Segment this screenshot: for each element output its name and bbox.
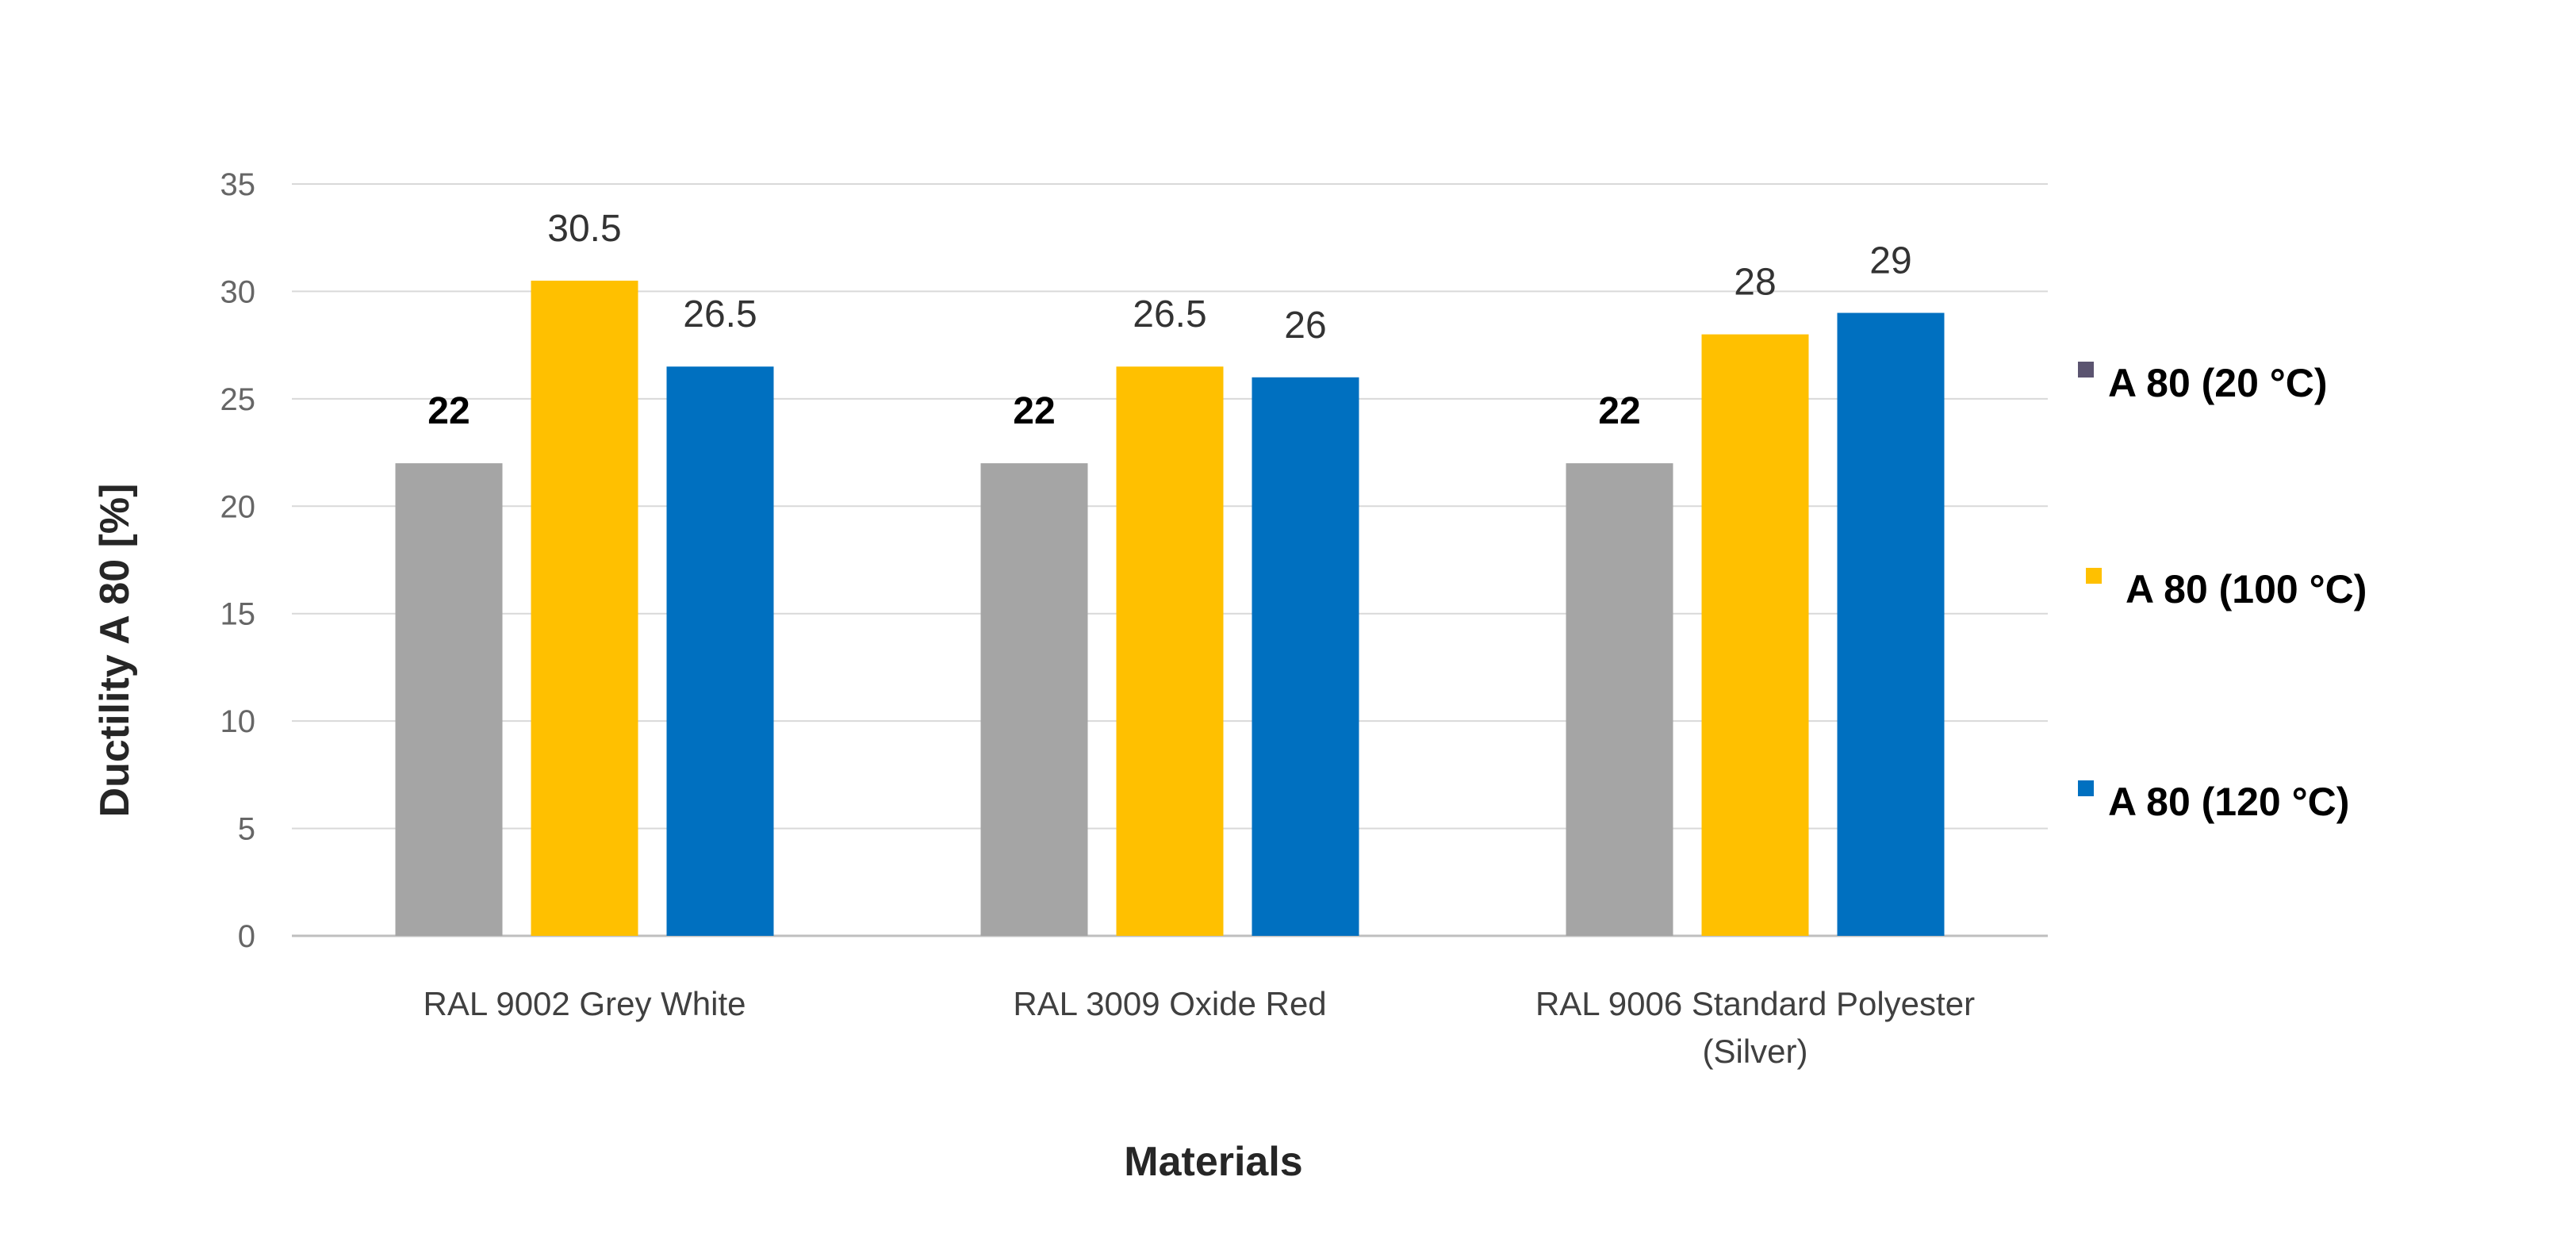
bar [980,463,1088,936]
y-axis-ticks: 0 5 10 15 20 25 30 35 [220,167,256,954]
y-axis-title: Ductility A 80 [%] [92,484,138,818]
legend-swatch [2078,780,2094,796]
legend-label: A 80 (120 °C) [2108,780,2349,824]
y-tick-label: 15 [220,597,256,632]
data-label: 26 [1284,305,1326,347]
legend: A 80 (20 °C) A 80 (100 °C) A 80 (120 °C) [2078,361,2367,824]
y-tick-label: 5 [238,812,255,847]
bar [1701,334,1809,937]
y-tick-label: 30 [220,274,256,309]
x-axis-categories: RAL 9002 Grey White RAL 3009 Oxide Red RAL… [424,985,1976,1070]
data-label: 30.5 [547,208,621,250]
legend-swatch [2078,362,2094,378]
y-tick-label: 35 [220,167,256,202]
x-axis-title: Materials [1124,1139,1302,1185]
data-labels: 22 30.5 26.5 22 26.5 26 22 28 29 [427,208,1911,432]
x-category-label: RAL 3009 Oxide Red [1013,985,1326,1022]
data-label: 22 [1598,390,1640,432]
bar [1252,377,1359,936]
bar [1116,366,1224,936]
x-category-label: RAL 9002 Grey White [424,985,746,1022]
legend-label: A 80 (20 °C) [2108,361,2328,405]
bar [1566,463,1673,936]
legend-swatch [2086,568,2102,584]
bar [666,366,774,936]
legend-label: A 80 (100 °C) [2126,567,2367,611]
bars [395,280,1945,937]
bar [395,463,503,936]
y-tick-label: 20 [220,489,256,524]
y-tick-label: 10 [220,704,256,739]
data-label: 29 [1869,240,1911,282]
x-category-label: RAL 9006 Standard Polyester [1535,985,1975,1022]
data-label: 22 [1013,390,1055,432]
data-label: 28 [1734,262,1776,304]
bar [531,280,638,936]
data-label: 26.5 [1133,293,1206,335]
x-category-label: (Silver) [1703,1033,1808,1070]
data-label: 26.5 [683,293,757,335]
y-tick-label: 0 [238,919,255,954]
y-tick-label: 25 [220,382,256,417]
data-label: 22 [427,390,470,432]
bar [1837,312,1945,936]
